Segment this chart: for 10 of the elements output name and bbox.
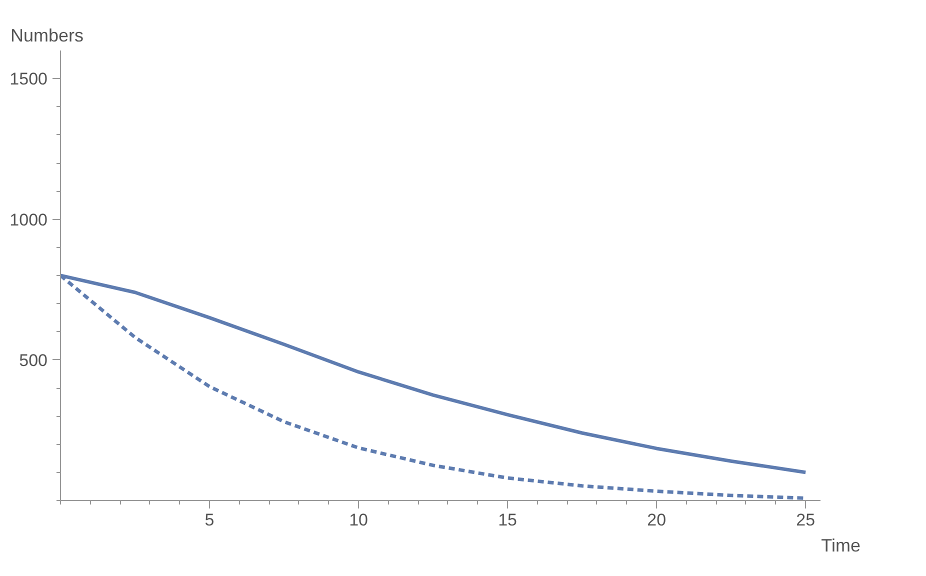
- y-tick-label: 1500: [10, 70, 48, 89]
- x-axis-title: Time: [821, 536, 861, 556]
- x-tick-label: 25: [796, 510, 816, 530]
- y-tick-label: 500: [19, 350, 48, 370]
- x-tick-label: 15: [498, 510, 518, 530]
- x-tick-label: 20: [647, 510, 666, 530]
- y-axis-title: Numbers: [10, 26, 84, 46]
- y-tick-label: 1000: [10, 210, 48, 230]
- x-tick-label: 5: [204, 510, 214, 530]
- x-tick-label: 10: [349, 510, 368, 530]
